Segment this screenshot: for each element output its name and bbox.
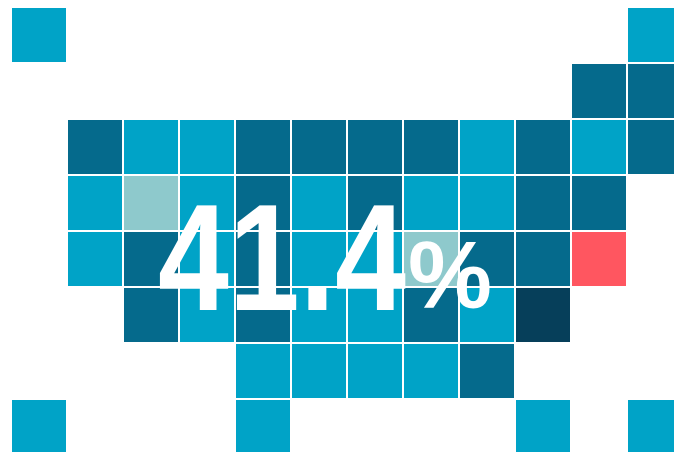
state-tile bbox=[516, 232, 570, 286]
state-tile bbox=[460, 232, 514, 286]
state-tile bbox=[572, 120, 626, 174]
state-tile bbox=[628, 8, 674, 62]
state-tile bbox=[348, 120, 402, 174]
state-tile bbox=[292, 120, 346, 174]
state-tile bbox=[180, 232, 234, 286]
state-tile bbox=[292, 176, 346, 230]
state-tile bbox=[404, 288, 458, 342]
state-tile bbox=[404, 120, 458, 174]
state-tile bbox=[572, 176, 626, 230]
state-tile bbox=[292, 344, 346, 398]
state-tile bbox=[628, 64, 674, 118]
state-tile bbox=[404, 176, 458, 230]
state-tile bbox=[348, 176, 402, 230]
state-tile bbox=[460, 120, 514, 174]
state-tile bbox=[68, 232, 122, 286]
state-tile bbox=[348, 232, 402, 286]
state-tile bbox=[180, 120, 234, 174]
state-tile bbox=[180, 288, 234, 342]
state-tile bbox=[180, 176, 234, 230]
state-tile bbox=[572, 232, 626, 286]
state-tile bbox=[516, 400, 570, 452]
state-tile bbox=[292, 288, 346, 342]
state-tile bbox=[404, 232, 458, 286]
state-tile bbox=[236, 176, 290, 230]
state-tile bbox=[348, 288, 402, 342]
state-tile bbox=[236, 232, 290, 286]
state-tile bbox=[236, 120, 290, 174]
state-tile bbox=[516, 176, 570, 230]
state-tile bbox=[572, 64, 626, 118]
state-tile bbox=[124, 288, 178, 342]
state-tile bbox=[404, 344, 458, 398]
state-tile bbox=[68, 176, 122, 230]
state-tile bbox=[516, 288, 570, 342]
state-tile bbox=[124, 120, 178, 174]
state-tile bbox=[124, 232, 178, 286]
state-tile bbox=[12, 8, 66, 62]
state-tile bbox=[516, 120, 570, 174]
state-tile bbox=[68, 120, 122, 174]
state-tile bbox=[236, 400, 290, 452]
state-tile bbox=[236, 288, 290, 342]
state-tile bbox=[124, 176, 178, 230]
state-tile bbox=[460, 344, 514, 398]
state-tile bbox=[292, 232, 346, 286]
state-tile bbox=[628, 120, 674, 174]
state-tile bbox=[460, 288, 514, 342]
state-tile bbox=[460, 176, 514, 230]
state-tile bbox=[348, 344, 402, 398]
state-tile bbox=[628, 400, 674, 452]
state-tile bbox=[12, 400, 66, 452]
state-tile bbox=[236, 344, 290, 398]
